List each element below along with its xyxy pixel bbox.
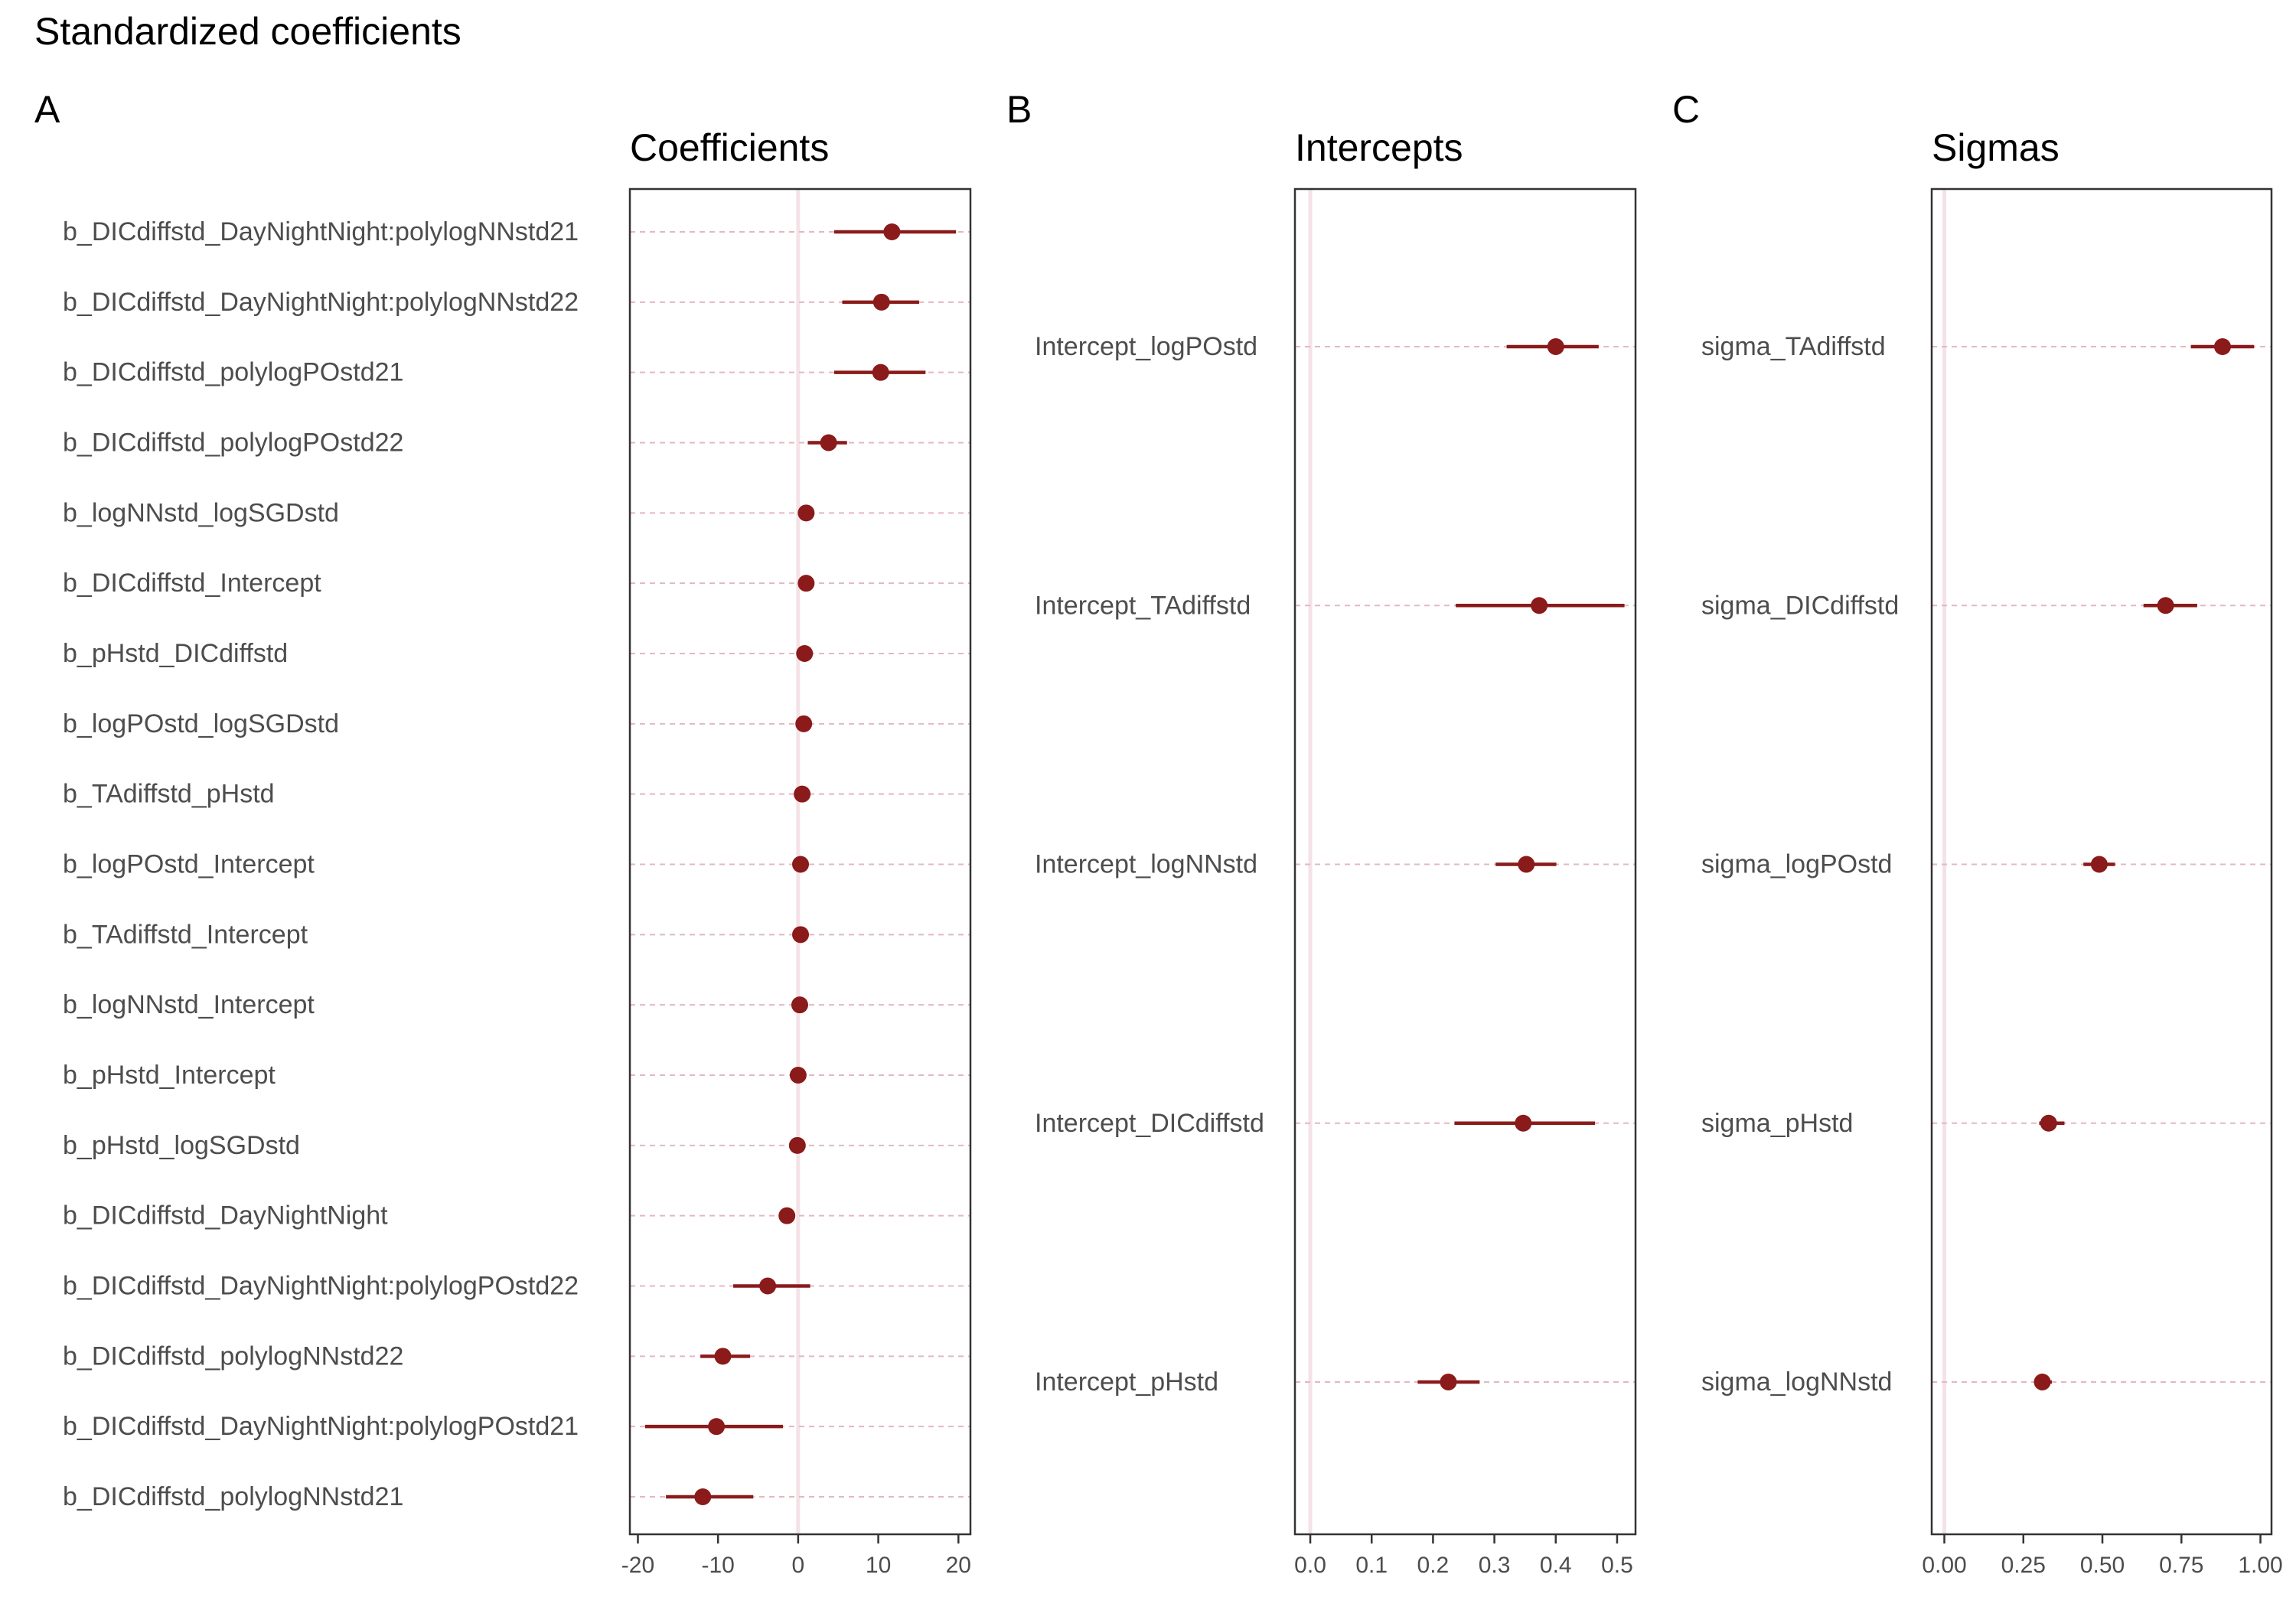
row-label: b_logNNstd_Intercept (63, 990, 315, 1019)
x-tick-label: 0.5 (1601, 1553, 1633, 1578)
estimate-point (791, 996, 808, 1014)
x-tick-label: 0 (792, 1553, 805, 1578)
x-tick-label: 20 (946, 1553, 971, 1578)
x-tick-label: 0.0 (1294, 1553, 1326, 1578)
row-label: b_DICdiffstd_DayNightNight:polylogPOstd2… (63, 1412, 579, 1441)
row-label: b_DICdiffstd_Intercept (63, 569, 321, 598)
estimate-point (708, 1418, 726, 1436)
row-label: b_pHstd_logSGDstd (63, 1131, 300, 1160)
x-tick-label: -20 (621, 1553, 654, 1578)
x-tick-label: 0.1 (1355, 1553, 1388, 1578)
estimate-point (872, 363, 889, 381)
row-label: sigma_pHstd (1701, 1109, 1853, 1138)
panel-tag: B (1006, 88, 1032, 131)
estimate-point (795, 715, 813, 732)
row-label: b_DICdiffstd_polylogPOstd22 (63, 429, 403, 458)
row-label: sigma_TAdiffstd (1701, 332, 1886, 361)
row-label: Intercept_TAdiffstd (1035, 591, 1251, 620)
row-label: b_DICdiffstd_DayNightNight (63, 1201, 388, 1231)
x-tick-label: 0.25 (2001, 1553, 2046, 1578)
estimate-point (1531, 597, 1548, 614)
estimate-point (2157, 597, 2174, 614)
estimate-point (797, 575, 815, 592)
row-label: Intercept_logPOstd (1035, 332, 1257, 361)
row-label: Intercept_DICdiffstd (1035, 1109, 1264, 1138)
x-tick-label: 0.4 (1540, 1553, 1572, 1578)
row-label: sigma_logNNstd (1701, 1367, 1892, 1397)
estimate-point (1515, 1114, 1532, 1132)
estimate-point (792, 856, 810, 873)
estimate-point (2213, 338, 2231, 355)
row-label: sigma_logPOstd (1701, 850, 1892, 879)
x-tick-label: 0.00 (1922, 1553, 1966, 1578)
estimate-point (789, 1067, 807, 1084)
row-label: Intercept_logNNstd (1035, 850, 1257, 879)
estimate-point (797, 504, 815, 522)
panel-frame (1293, 187, 1637, 1536)
estimate-point (794, 785, 811, 803)
estimate-point (2033, 1374, 2051, 1390)
panel-frame (628, 187, 972, 1536)
estimate-point (796, 645, 814, 662)
row-label: b_DICdiffstd_DayNightNight:polylogNNstd2… (63, 217, 579, 246)
estimate-point (883, 223, 901, 240)
row-label: b_TAdiffstd_pHstd (63, 780, 275, 809)
panel-tag: C (1672, 88, 1700, 131)
x-tick-label: 10 (866, 1553, 891, 1578)
panel-b: B Intercepts Intercept_logPOstd Intercept_T… (1006, 88, 1637, 1578)
x-tick-label: 0.50 (2080, 1553, 2125, 1578)
estimate-point (2040, 1114, 2057, 1132)
row-label: b_TAdiffstd_Intercept (63, 920, 308, 949)
estimate-point (788, 1136, 806, 1154)
estimate-point (1518, 856, 1535, 873)
row-label: b_pHstd_DICdiffstd (63, 639, 288, 668)
estimate-point (714, 1348, 732, 1365)
x-tick-label: 1.00 (2238, 1553, 2282, 1578)
estimate-point (778, 1207, 796, 1224)
row-label: b_pHstd_Intercept (63, 1061, 276, 1090)
row-label: Intercept_pHstd (1035, 1367, 1218, 1397)
x-tick-label: 0.3 (1479, 1553, 1511, 1578)
estimate-point (1547, 338, 1564, 355)
row-label: b_logPOstd_Intercept (63, 850, 315, 879)
panel-c: C Sigmas sigma_TAdiffstd sigma_DICdiffstdsi… (1672, 88, 2283, 1578)
x-tick-label: 0.75 (2159, 1553, 2203, 1578)
panel-a: A Coefficients b_DICdiffstd_DayNightNight:… (34, 88, 972, 1578)
estimate-point (694, 1488, 712, 1505)
estimate-point (2090, 856, 2108, 873)
panel-title: Coefficients (630, 126, 829, 169)
row-label: sigma_DICdiffstd (1701, 591, 1899, 620)
row-label: b_DICdiffstd_polylogPOstd21 (63, 358, 403, 387)
estimate-point (820, 434, 837, 451)
estimate-point (759, 1277, 777, 1295)
row-label: b_DICdiffstd_polylogNNstd22 (63, 1341, 403, 1371)
row-label: b_DICdiffstd_polylogNNstd21 (63, 1482, 403, 1511)
row-label: b_logNNstd_logSGDstd (63, 498, 339, 527)
panel-title: Sigmas (1932, 126, 2060, 169)
row-label: b_DICdiffstd_DayNightNight:polylogNNstd2… (63, 288, 579, 317)
panel-title: Intercepts (1295, 126, 1463, 169)
panels: A Coefficients b_DICdiffstd_DayNightNight:… (34, 88, 2283, 1578)
panel-tag: A (34, 88, 60, 131)
estimate-point (792, 926, 810, 944)
estimate-point (872, 293, 890, 311)
x-tick-label: 0.2 (1417, 1553, 1450, 1578)
row-label: b_logPOstd_logSGDstd (63, 709, 339, 738)
row-label: b_DICdiffstd_DayNightNight:polylogPOstd2… (63, 1272, 579, 1301)
x-tick-label: -10 (701, 1553, 734, 1578)
estimate-point (1440, 1374, 1457, 1390)
figure-title: Standardized coefficients (34, 10, 461, 53)
